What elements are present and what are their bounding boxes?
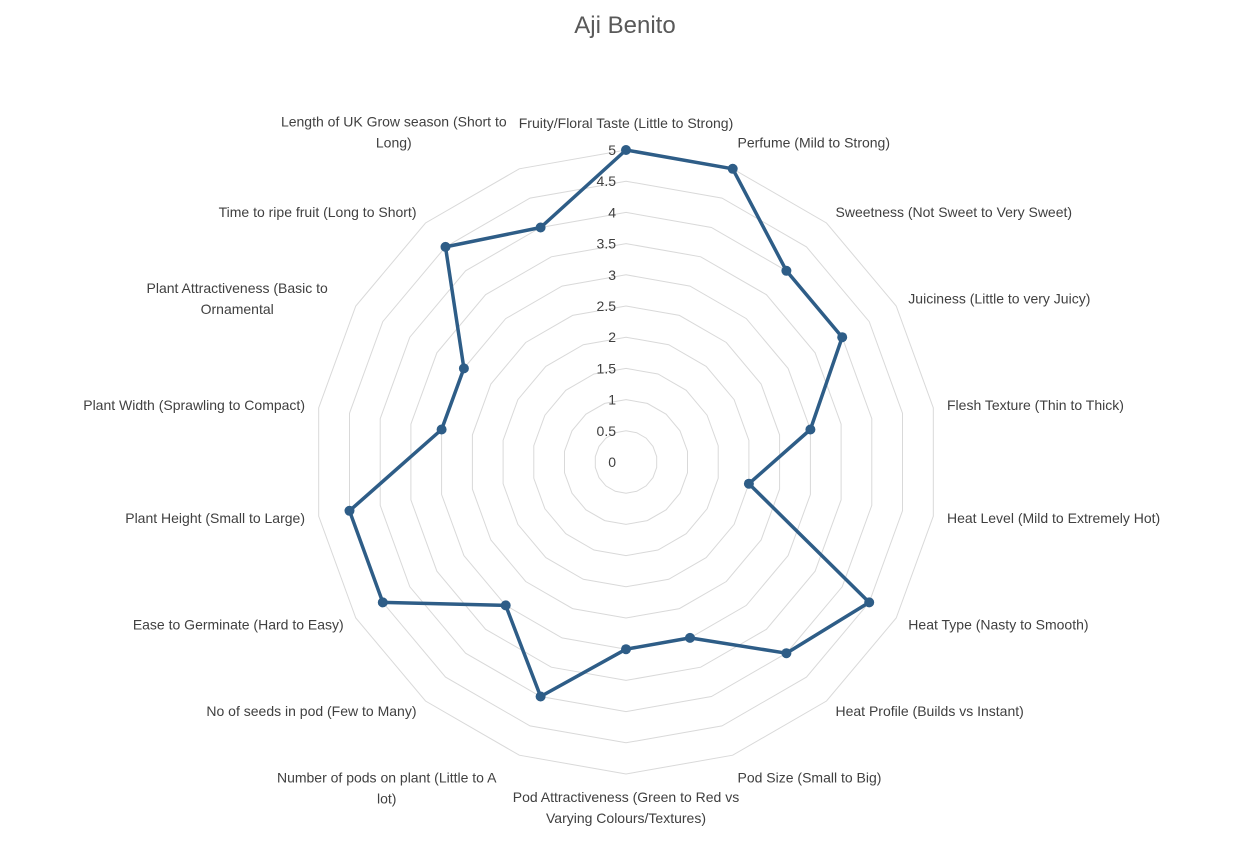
data-point-1 [727, 163, 738, 174]
tick-label-3: 1.5 [597, 360, 617, 376]
tick-label-2: 1 [608, 392, 616, 408]
category-labels: Fruity/Floral Taste (Little to Strong) Pe… [83, 114, 1160, 826]
grid-ring-10 [318, 149, 934, 775]
tick-label-9: 4.5 [597, 173, 617, 189]
category-label-4: Flesh Texture (Thin to Thick) [947, 397, 1124, 413]
radial-tick-labels: 0 0.5 1 1.5 2 2.5 3 3.5 4 4.5 5 [597, 142, 617, 470]
category-label-8: Pod Size (Small to Big) [738, 769, 882, 785]
tick-label-6: 3 [608, 267, 616, 283]
grid-ring-2 [564, 399, 688, 525]
data-point-12 [377, 597, 388, 608]
category-label-0: Fruity/Floral Taste (Little to Strong) [519, 115, 733, 131]
category-label-16: Time to ripe fruit (Long to Short) [219, 204, 417, 220]
data-point-9 [621, 644, 631, 655]
data-point-2 [781, 265, 792, 276]
data-point-13 [344, 505, 355, 516]
tick-label-8: 4 [608, 204, 616, 220]
tick-label-1: 0.5 [597, 423, 617, 439]
data-point-3 [837, 332, 848, 343]
data-point-6 [864, 597, 875, 608]
tick-label-10: 5 [608, 142, 616, 158]
grid-ring-1 [594, 430, 658, 494]
data-point-14 [436, 424, 447, 435]
data-point-4 [805, 424, 816, 435]
category-label-7: Heat Profile (Builds vs Instant) [836, 703, 1024, 719]
data-series [344, 145, 875, 702]
category-label-14: Plant Width (Sprawling to Compact) [83, 397, 305, 413]
data-point-5 [743, 478, 754, 489]
data-point-17 [535, 222, 546, 233]
category-label-17: Length of UK Grow season (Short to Long) [281, 114, 507, 151]
category-label-6: Heat Type (Nasty to Smooth) [908, 617, 1088, 633]
radar-grid [318, 149, 934, 775]
data-point-11 [500, 600, 511, 611]
category-label-5: Heat Level (Mild to Extremely Hot) [947, 510, 1160, 526]
data-point-0 [621, 145, 631, 155]
category-label-2: Sweetness (Not Sweet to Very Sweet) [836, 204, 1073, 220]
data-point-10 [535, 691, 546, 702]
tick-label-7: 3.5 [597, 236, 617, 252]
data-point-15 [458, 363, 469, 374]
grid-ring-7 [410, 243, 842, 681]
tick-label-0: 0 [608, 454, 616, 470]
grid-ring-3 [533, 367, 719, 557]
tick-label-5: 2.5 [597, 298, 617, 314]
category-label-1: Perfume (Mild to Strong) [738, 135, 891, 151]
grid-ring-5 [471, 305, 781, 619]
data-point-16 [440, 241, 451, 252]
category-label-15: Plant Attractiveness (Basic to Ornamental [147, 280, 329, 317]
tick-label-4: 2 [608, 329, 616, 345]
grid-ring-4 [502, 336, 750, 588]
category-label-11: No of seeds in pod (Few to Many) [206, 703, 416, 719]
data-point-7 [781, 648, 792, 659]
chart-title: Aji Benito [574, 12, 676, 39]
grid-ring-6 [441, 274, 811, 650]
category-label-9: Pod Attractiveness (Green to Red vs Varyi… [513, 789, 739, 826]
category-label-13: Plant Height (Small to Large) [125, 510, 305, 526]
data-point-8 [685, 632, 695, 643]
grid-ring-9 [349, 180, 903, 744]
category-label-3: Juiciness (Little to very Juicy) [908, 291, 1090, 307]
category-label-12: Ease to Germinate (Hard to Easy) [133, 617, 344, 633]
